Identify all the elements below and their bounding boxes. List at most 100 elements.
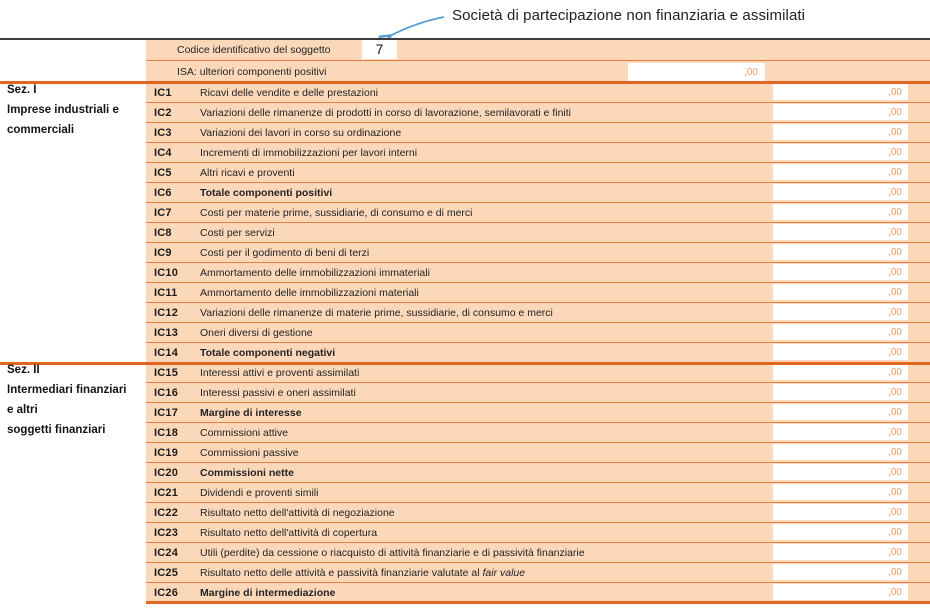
- row-label: Dividendi e proventi simili: [200, 486, 319, 499]
- amount-field[interactable]: ,00: [773, 504, 908, 520]
- row-label: Interessi passivi e oneri assimilati: [200, 386, 356, 399]
- amount-value: ,00: [888, 106, 902, 118]
- isa-label: ISA: ulteriori componenti positivi: [177, 66, 327, 78]
- table-row: IC11 Ammortamento delle immobilizzazioni…: [146, 283, 930, 303]
- section-rows-1: IC15 Interessi attivi e proventi assimil…: [146, 363, 930, 603]
- table-row: IC9 Costi per il godimento di beni di te…: [146, 243, 930, 263]
- row-label: Variazioni delle rimanenze di materie pr…: [200, 306, 553, 319]
- amount-field[interactable]: ,00: [773, 84, 908, 100]
- section-title-line: Intermediari finanziari: [7, 384, 127, 396]
- section-title-line: e altri: [7, 404, 38, 416]
- amount-field[interactable]: ,00: [773, 164, 908, 180]
- amount-field[interactable]: ,00: [773, 224, 908, 240]
- section-title-line: soggetti finanziari: [7, 424, 106, 436]
- row-code: IC18: [154, 426, 179, 439]
- row-label: Variazioni dei lavori in corso su ordina…: [200, 126, 402, 139]
- amount-value: ,00: [888, 186, 902, 198]
- row-code: IC9: [154, 246, 172, 259]
- amount-value: ,00: [744, 66, 758, 78]
- amount-field[interactable]: ,00: [773, 404, 908, 420]
- amount-field[interactable]: ,00: [773, 104, 908, 120]
- amount-value: ,00: [888, 166, 902, 178]
- row-code: IC24: [154, 546, 179, 559]
- table-row: IC3 Variazioni dei lavori in corso su or…: [146, 123, 930, 143]
- amount-field[interactable]: ,00: [773, 564, 908, 580]
- row-code: IC17: [154, 406, 179, 419]
- amount-field[interactable]: ,00: [773, 584, 908, 600]
- table-row: IC8 Costi per servizi ,00: [146, 223, 930, 243]
- amount-field[interactable]: ,00: [773, 304, 908, 320]
- section-title-0: Sez. I Imprese industriali e commerciali: [7, 80, 145, 140]
- table-row: IC16 Interessi passivi e oneri assimilat…: [146, 383, 930, 403]
- table-row: IC6 Totale componenti positivi ,00: [146, 183, 930, 203]
- amount-field[interactable]: ,00: [773, 264, 908, 280]
- table-row: IC10 Ammortamento delle immobilizzazioni…: [146, 263, 930, 283]
- amount-field[interactable]: ,00: [773, 284, 908, 300]
- amount-field[interactable]: ,00: [773, 524, 908, 540]
- row-label: Commissioni passive: [200, 446, 299, 459]
- row-label: Oneri diversi di gestione: [200, 326, 313, 339]
- amount-value: ,00: [888, 326, 902, 338]
- row-code: IC26: [154, 586, 179, 599]
- amount-field[interactable]: ,00: [773, 344, 908, 360]
- codice-identificativo-label: Codice identificativo del soggetto: [177, 44, 331, 56]
- amount-field[interactable]: ,00: [773, 364, 908, 380]
- amount-value: ,00: [888, 126, 902, 138]
- amount-field[interactable]: ,00: [773, 144, 908, 160]
- row-code: IC12: [154, 306, 179, 319]
- row-label: Costi per il godimento di beni di terzi: [200, 246, 370, 259]
- section-title-line: Sez. I: [7, 84, 37, 96]
- table-row: IC23 Risultato netto dell'attività di co…: [146, 523, 930, 543]
- row-label: Ammortamento delle immobilizzazioni imma…: [200, 266, 430, 279]
- row-label: Totale componenti positivi: [200, 186, 333, 199]
- amount-value: ,00: [888, 386, 902, 398]
- table-row: IC13 Oneri diversi di gestione ,00: [146, 323, 930, 343]
- amount-value: ,00: [888, 226, 902, 238]
- annotation-label: Società di partecipazione non finanziari…: [452, 7, 806, 24]
- table-row: IC12 Variazioni delle rimanenze di mater…: [146, 303, 930, 323]
- row-label: Totale componenti negativi: [200, 346, 336, 359]
- row-code: IC4: [154, 146, 172, 159]
- row-label: Ricavi delle vendite e delle prestazioni: [200, 86, 379, 99]
- table-row: IC26 Margine di intermediazione ,00: [146, 583, 930, 603]
- table-row: IC25 Risultato netto delle attività e pa…: [146, 563, 930, 583]
- amount-field[interactable]: ,00: [773, 124, 908, 140]
- row-label: Altri ricavi e proventi: [200, 166, 295, 179]
- amount-value: ,00: [888, 546, 902, 558]
- section-title-line: Sez. II: [7, 364, 40, 376]
- row-code: IC1: [154, 86, 172, 99]
- amount-value: ,00: [888, 266, 902, 278]
- amount-field[interactable]: ,00: [773, 244, 908, 260]
- amount-field[interactable]: ,00: [773, 324, 908, 340]
- amount-field[interactable]: ,00: [773, 424, 908, 440]
- codice-identificativo-field[interactable]: 7: [362, 40, 397, 59]
- amount-value: ,00: [888, 486, 902, 498]
- amount-value: ,00: [888, 426, 902, 438]
- row-code: IC13: [154, 326, 179, 339]
- amount-field[interactable]: ,00: [773, 184, 908, 200]
- amount-field[interactable]: ,00: [773, 384, 908, 400]
- top-rule: [0, 38, 930, 40]
- amount-field[interactable]: ,00: [773, 544, 908, 560]
- row-code: IC22: [154, 506, 179, 519]
- amount-field[interactable]: ,00: [773, 464, 908, 480]
- table-row: IC1 Ricavi delle vendite e delle prestaz…: [146, 83, 930, 103]
- isa-amount-field[interactable]: ,00: [628, 63, 765, 81]
- row-code: IC19: [154, 446, 179, 459]
- row-label: Risultato netto delle attività e passivi…: [200, 566, 480, 579]
- isa-row: ISA: ulteriori componenti positivi ,00: [146, 61, 930, 83]
- table-row: IC17 Margine di interesse ,00: [146, 403, 930, 423]
- amount-value: ,00: [888, 466, 902, 478]
- amount-field[interactable]: ,00: [773, 204, 908, 220]
- row-label: Commissioni attive: [200, 426, 289, 439]
- row-code: IC10: [154, 266, 179, 279]
- row-code: IC25: [154, 566, 179, 579]
- amount-field[interactable]: ,00: [773, 484, 908, 500]
- amount-field[interactable]: ,00: [773, 444, 908, 460]
- row-label: Variazioni delle rimanenze di prodotti i…: [200, 106, 571, 119]
- table-row: IC18 Commissioni attive ,00: [146, 423, 930, 443]
- row-code: IC21: [154, 486, 179, 499]
- row-code: IC20: [154, 466, 179, 479]
- row-code: IC16: [154, 386, 179, 399]
